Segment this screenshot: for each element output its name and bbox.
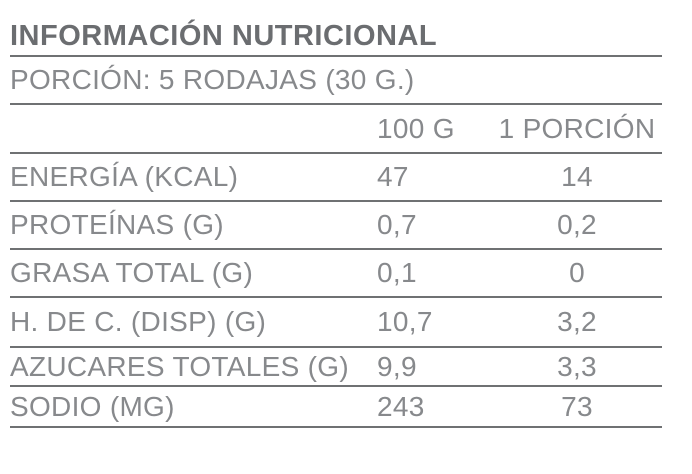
label-title: INFORMACIÓN NUTRICIONAL [10,20,438,52]
value-portion: 0,2 [557,209,597,240]
value-100g: 0,7 [377,209,417,240]
portion-row: PORCIÓN: 5 RODAJAS (30 G.) [10,57,662,105]
column-header-1porcion: 1 PORCIÓN [498,112,656,144]
portion-info: PORCIÓN: 5 RODAJAS (30 G.) [10,64,415,95]
table-row-grasa-total: GRASA TOTAL (G) 0,1 0 [10,250,662,298]
nutrient-label: AZUCARES TOTALES (G) [10,350,349,382]
value-portion: 3,3 [557,350,597,382]
nutrient-label: SODIO (MG) [10,390,175,422]
table-header-row: 100 G 1 PORCIÓN [10,105,662,154]
table-row-h-de-c: H. DE C. (DISP) (G) 10,7 3,2 [10,298,662,348]
table-row-energia: ENERGÍA (KCAL) 47 14 [10,154,662,202]
nutrient-label: GRASA TOTAL (G) [10,257,254,288]
column-header-100g: 100 G [377,112,455,144]
value-portion: 0 [569,257,585,288]
table-row-azucares: AZUCARES TOTALES (G) 9,9 3,3 [10,348,662,387]
value-100g: 0,1 [377,257,417,288]
table-row-proteinas: PROTEÍNAS (G) 0,7 0,2 [10,202,662,250]
nutrient-label: PROTEÍNAS (G) [10,209,224,240]
title-row: INFORMACIÓN NUTRICIONAL [10,18,662,57]
value-100g: 47 [377,161,409,192]
value-portion: 14 [561,161,593,192]
value-portion: 3,2 [557,306,597,337]
table-row-sodio: SODIO (MG) 243 73 [10,387,662,428]
nutrient-label: ENERGÍA (KCAL) [10,161,239,192]
nutrient-label: H. DE C. (DISP) (G) [10,306,267,337]
value-100g: 9,9 [377,350,417,382]
value-100g: 243 [377,390,425,422]
value-portion: 73 [561,390,593,422]
value-100g: 10,7 [377,306,433,337]
